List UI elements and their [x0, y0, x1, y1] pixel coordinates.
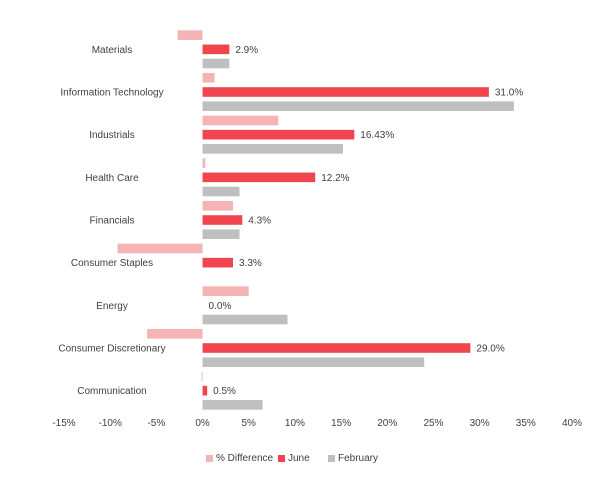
x-tick-label: -15%	[52, 418, 75, 429]
x-tick-label: 5%	[242, 418, 257, 429]
bar-difference-consumer-discretionary	[147, 329, 203, 339]
x-tick-label: 15%	[331, 418, 351, 429]
legend-label-june: June	[288, 453, 310, 464]
bar-difference-financials	[202, 201, 234, 211]
category-label-materials: Materials	[92, 45, 133, 56]
data-label-june-materials: 2.9%	[235, 45, 258, 56]
x-tick-label: 25%	[423, 418, 443, 429]
x-tick-label: 40%	[562, 418, 582, 429]
bar-june-information-technology	[202, 87, 489, 97]
x-tick-label: -10%	[99, 418, 122, 429]
bar-june-materials	[202, 44, 230, 55]
data-label-june-financials: 4.3%	[248, 216, 271, 227]
bar-june-industrials	[202, 129, 355, 140]
bar-february-information-technology	[202, 101, 514, 111]
category-labels-layer: Communication Consumer Discretionary Energ…	[58, 45, 165, 397]
x-tick-label: 35%	[516, 418, 536, 429]
bar-difference-industrials	[202, 115, 279, 126]
data-label-june-information-technology: 31.0%	[495, 88, 523, 99]
category-label-health-care: Health Care	[85, 173, 139, 184]
bar-difference-materials	[177, 30, 203, 40]
x-tick-label: 0%	[195, 418, 210, 429]
bar-february-materials	[202, 58, 230, 69]
bar-difference-communication	[201, 371, 203, 382]
category-label-consumer-staples: Consumer Staples	[71, 258, 153, 269]
x-tick-label: 20%	[377, 418, 397, 429]
category-label-industrials: Industrials	[89, 130, 135, 141]
bar-difference-information-technology	[202, 73, 215, 83]
category-label-information-technology: Information Technology	[60, 88, 163, 99]
bar-june-communication	[202, 385, 208, 396]
legend-swatch-february	[328, 455, 335, 462]
bar-june-health-care	[202, 172, 316, 183]
category-label-financials: Financials	[89, 216, 134, 227]
x-tick-label: -5%	[147, 418, 165, 429]
bar-february-consumer-discretionary	[202, 357, 425, 367]
category-label-energy: Energy	[96, 301, 128, 312]
data-label-june-energy: 0.0%	[209, 301, 232, 312]
bar-february-communication	[202, 400, 263, 410]
x-tick-label: 10%	[285, 418, 305, 429]
legend-swatch-june	[278, 455, 285, 462]
bar-difference-consumer-staples	[117, 243, 203, 254]
data-label-june-consumer-discretionary: 29.0%	[476, 344, 504, 355]
data-label-june-health-care: 12.2%	[321, 173, 349, 184]
bar-difference-energy	[202, 286, 249, 296]
bar-june-consumer-staples	[202, 257, 234, 268]
x-tick-label: 30%	[470, 418, 490, 429]
bar-february-health-care	[202, 186, 240, 197]
bars-layer	[117, 30, 514, 410]
data-label-june-industrials: 16.43%	[360, 130, 394, 141]
legend-label-difference: % Difference	[216, 453, 274, 464]
category-label-consumer-discretionary: Consumer Discretionary	[58, 344, 165, 355]
legend-swatch-difference	[206, 455, 213, 462]
x-axis-ticks: -15% -10% -5% 0% 5% 10% 15% 20% 25% 30% 35% 40%	[52, 418, 582, 429]
data-labels-layer: 0.5% 29.0% 0.0% 3.3% 4.3% 12.2% 16.43% 31.0% 2.9…	[209, 45, 524, 397]
legend-label-february: February	[338, 453, 378, 464]
category-label-communication: Communication	[77, 386, 146, 397]
bar-difference-health-care	[202, 158, 206, 168]
bar-june-consumer-discretionary	[202, 343, 471, 353]
bar-june-financials	[202, 215, 243, 225]
data-label-june-consumer-staples: 3.3%	[239, 258, 262, 269]
bar-february-energy	[202, 314, 288, 325]
bar-february-industrials	[202, 144, 343, 154]
legend: % Difference June February	[206, 453, 378, 464]
data-label-june-communication: 0.5%	[213, 386, 236, 397]
bar-february-financials	[202, 229, 240, 239]
